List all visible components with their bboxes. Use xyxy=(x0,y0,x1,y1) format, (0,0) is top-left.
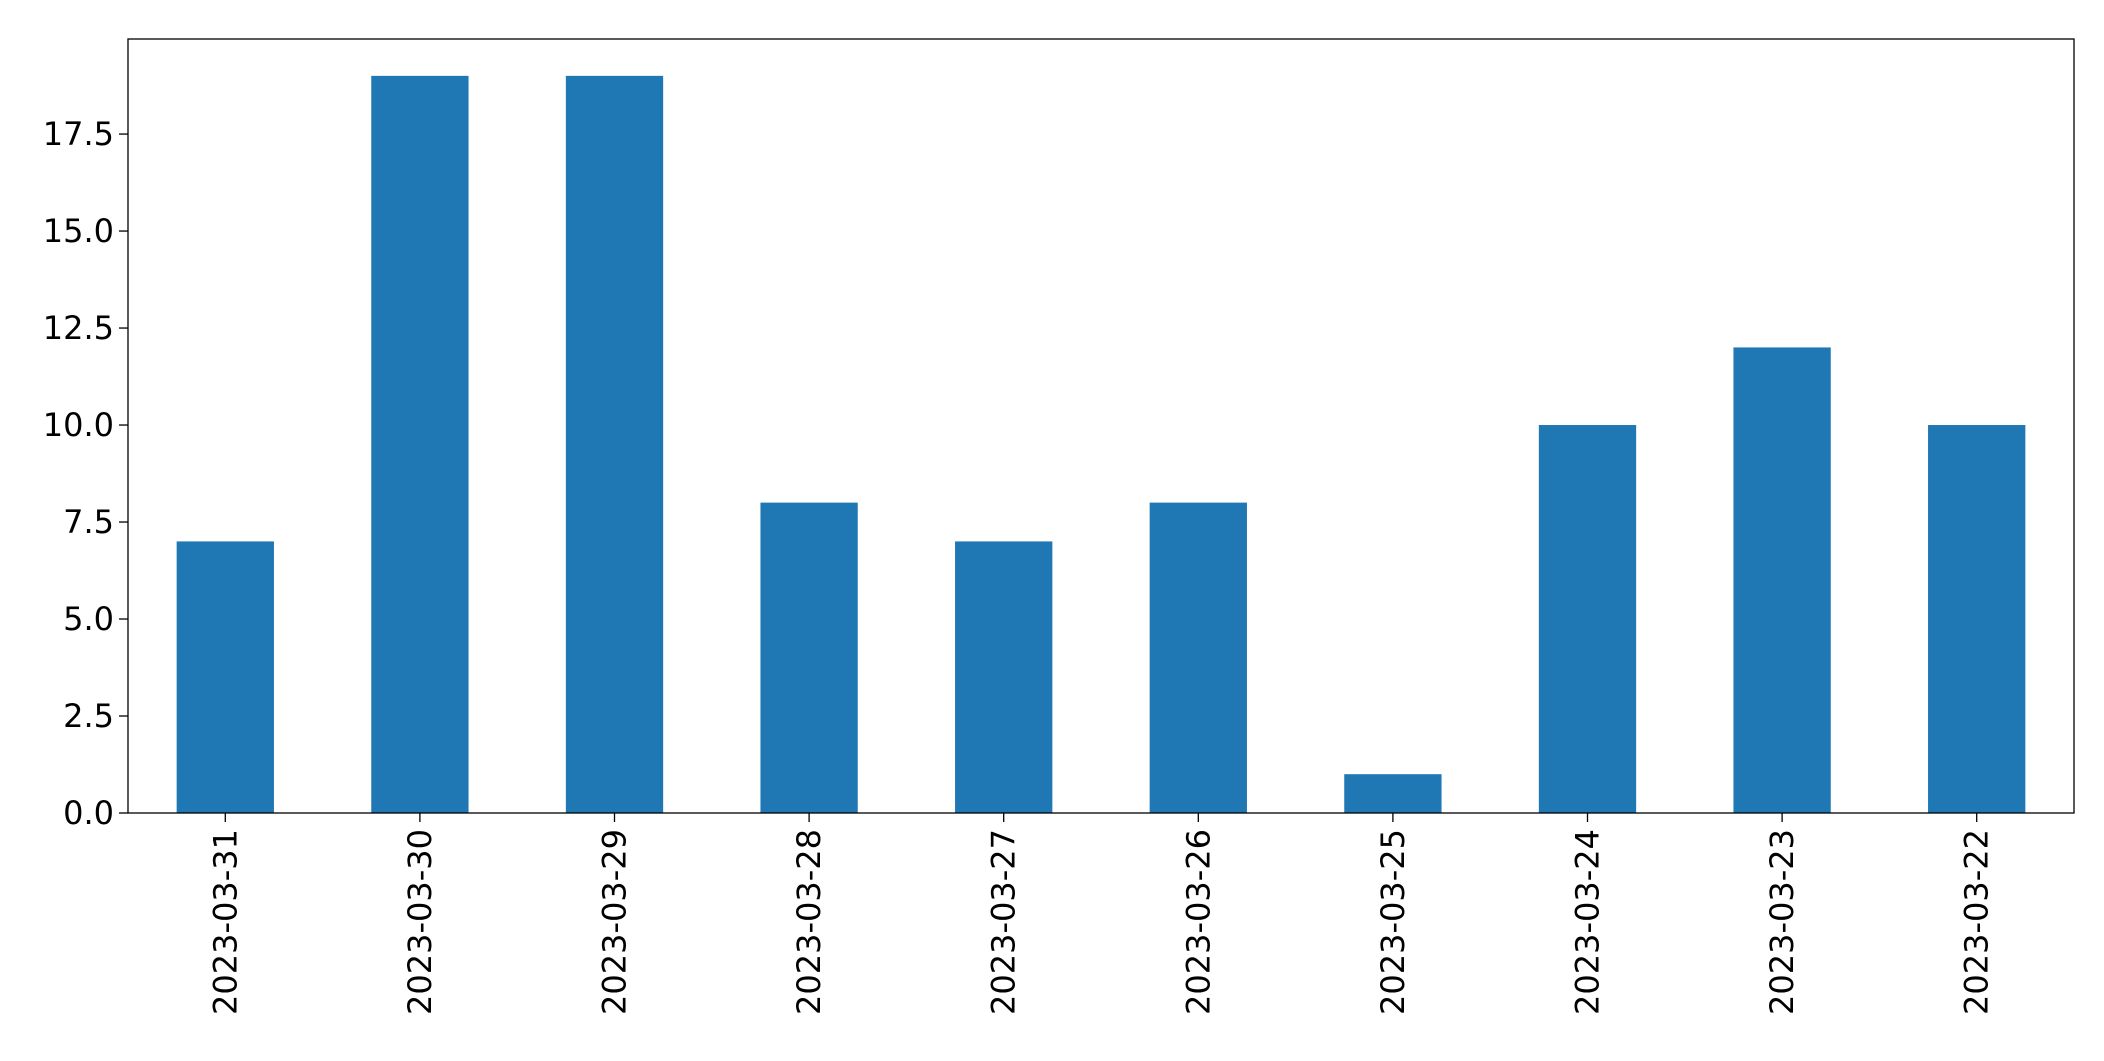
x-tick-label: 2023-03-26 xyxy=(1179,829,1217,1015)
bar xyxy=(565,75,664,814)
x-tick-label: 2023-03-23 xyxy=(1763,829,1801,1015)
bar xyxy=(1344,774,1442,813)
y-tick-label: 5.0 xyxy=(63,600,114,638)
x-tick-label: 2023-03-24 xyxy=(1569,829,1607,1015)
x-tick-label: 2023-03-22 xyxy=(1958,829,1996,1015)
x-tick-label: 2023-03-30 xyxy=(401,829,439,1015)
y-tick-label: 0.0 xyxy=(63,794,114,832)
bar xyxy=(1538,425,1637,813)
bar xyxy=(955,541,1053,813)
y-tick-label: 7.5 xyxy=(63,503,114,541)
y-tick-label: 12.5 xyxy=(43,309,114,347)
y-tick-label: 17.5 xyxy=(43,115,114,153)
x-tick-label: 2023-03-31 xyxy=(206,829,244,1015)
y-tick-label: 10.0 xyxy=(43,406,114,444)
x-tick-label: 2023-03-28 xyxy=(790,829,828,1015)
x-tick-label: 2023-03-25 xyxy=(1374,829,1412,1015)
bar xyxy=(760,502,858,813)
bar xyxy=(1733,347,1831,813)
bar xyxy=(371,75,469,814)
bar xyxy=(176,541,274,813)
x-tick-label: 2023-03-29 xyxy=(596,829,634,1015)
plot-frame xyxy=(127,38,2075,814)
bar xyxy=(1928,425,2026,813)
bar xyxy=(1149,502,1247,813)
x-tick-label: 2023-03-27 xyxy=(985,829,1023,1015)
y-tick-label: 15.0 xyxy=(43,212,114,250)
y-tick-label: 2.5 xyxy=(63,697,114,735)
